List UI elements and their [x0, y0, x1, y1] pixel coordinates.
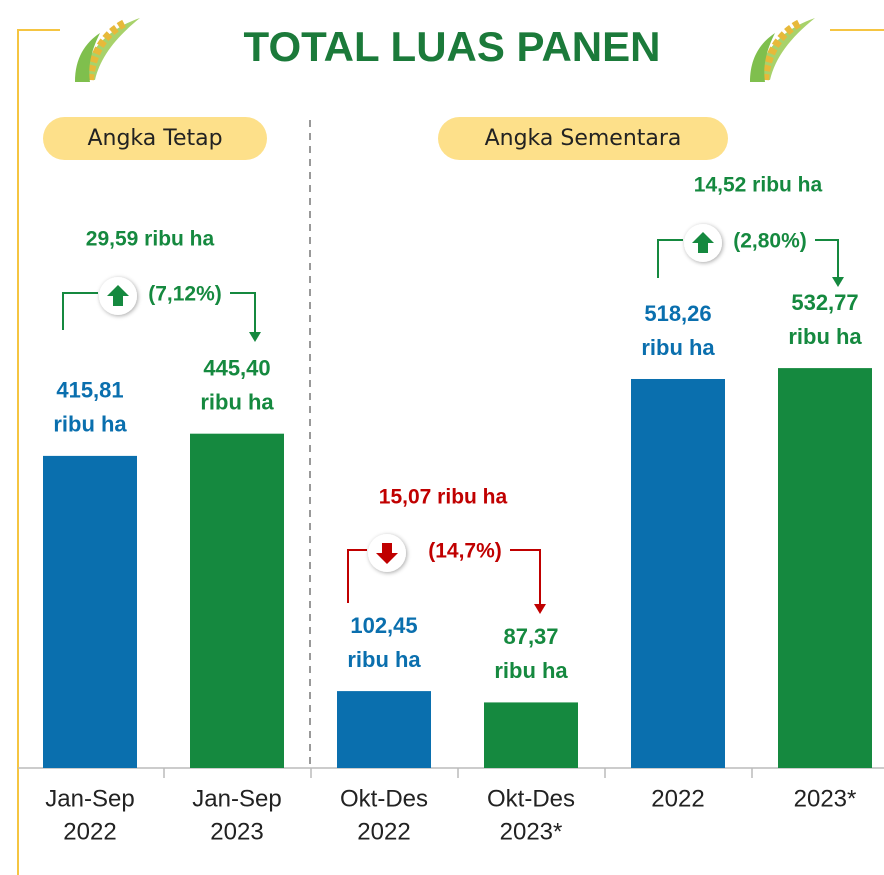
change-label: 14,52 ribu ha — [694, 174, 823, 197]
rice-icon — [750, 18, 815, 82]
rice-icon — [75, 18, 140, 82]
bar — [190, 433, 284, 768]
x-tick-label: Jan-Sep — [192, 785, 281, 812]
bar — [337, 691, 431, 768]
value-label: 102,45 — [350, 613, 417, 638]
value-label: 518,26 — [644, 301, 711, 326]
bracket-arrowhead — [249, 332, 261, 342]
bar — [43, 455, 137, 768]
bracket-arrowhead — [534, 604, 546, 614]
value-label: ribu ha — [641, 335, 715, 360]
value-label: ribu ha — [494, 658, 568, 683]
x-tick-label: 2023* — [500, 818, 563, 845]
bar — [484, 702, 578, 768]
bar — [631, 378, 725, 768]
change-arrow — [107, 285, 129, 306]
value-label: ribu ha — [200, 389, 274, 414]
x-tick-label: 2022 — [651, 785, 704, 812]
value-label: ribu ha — [347, 647, 421, 672]
group-label: Angka Tetap — [87, 126, 222, 151]
change-percent: (2,80%) — [733, 230, 807, 253]
bar — [778, 368, 872, 768]
chart-title: TOTAL LUAS PANEN — [244, 23, 661, 70]
group-pill — [438, 117, 728, 160]
bracket — [62, 292, 256, 340]
x-tick-label: 2023 — [210, 818, 263, 845]
x-tick-label: 2022 — [357, 818, 410, 845]
x-tick-label: 2022 — [63, 818, 116, 845]
x-tick-label: 2023* — [794, 785, 857, 812]
group-pill — [43, 117, 267, 160]
bracket — [347, 549, 541, 612]
x-tick-label: Jan-Sep — [45, 785, 134, 812]
value-label: 445,40 — [203, 355, 270, 380]
group-label: Angka Sementara — [485, 126, 682, 151]
frame — [17, 29, 884, 875]
value-label: ribu ha — [53, 412, 127, 437]
x-tick-label: Okt-Des — [340, 785, 428, 812]
value-label: 532,77 — [791, 290, 858, 315]
change-arrow — [692, 232, 714, 253]
change-arrow — [376, 543, 398, 564]
value-label: 87,37 — [503, 624, 558, 649]
change-percent: (7,12%) — [148, 283, 222, 306]
value-label: ribu ha — [788, 324, 862, 349]
x-tick-label: Okt-Des — [487, 785, 575, 812]
change-percent: (14,7%) — [428, 540, 502, 563]
value-label: 415,81 — [56, 378, 123, 403]
change-label: 29,59 ribu ha — [86, 228, 215, 251]
change-label: 15,07 ribu ha — [379, 486, 508, 509]
bracket-arrowhead — [832, 277, 844, 287]
bracket — [657, 239, 839, 285]
